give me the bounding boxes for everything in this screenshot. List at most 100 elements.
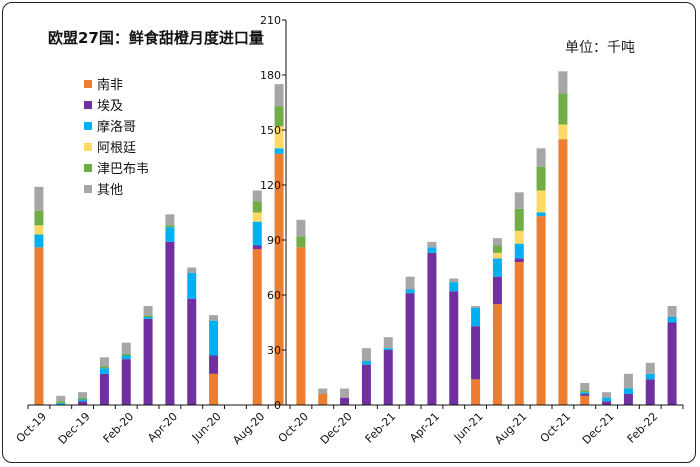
bar-segment-Mar-22-s1: [667, 322, 677, 405]
bar-segment-Oct-20-s4: [296, 236, 306, 248]
bar-segment-Mar-21-s1: [405, 293, 415, 405]
x-tick-label: Aug-20: [230, 410, 267, 447]
legend-label: 其他: [97, 183, 123, 198]
legend-swatch: [84, 122, 92, 130]
bar-segment-Oct-19-s0: [34, 247, 44, 405]
bar-segment-Jul-21-s1: [492, 276, 502, 305]
bar-segment-Oct-21-s3: [558, 124, 568, 140]
bar-segment-Apr-20-s4: [165, 225, 175, 228]
x-tick-label: Jun-21: [451, 410, 486, 445]
bar-segment-Aug-20-s5: [252, 190, 262, 202]
legend-swatch: [84, 101, 92, 109]
x-tick-label: Dec-19: [56, 410, 93, 447]
bar-segment-Aug-20-s1: [252, 245, 262, 250]
bar-segment-Mar-20-s5: [143, 306, 153, 316]
bar-segment-Apr-20-s2: [165, 227, 175, 242]
legend-swatch: [84, 143, 92, 151]
x-tick-label: Jun-20: [189, 410, 224, 445]
bar-segment-Sep-20-s0: [274, 153, 284, 405]
x-tick-label: Aug-21: [492, 410, 529, 447]
bar-segment-Jun-20-s0: [209, 373, 219, 405]
bar-segment-Aug-20-s2: [252, 221, 262, 246]
chart-title: 欧盟27国：鲜食甜橙月度进口量: [48, 29, 264, 47]
bar-segment-May-20-s5: [187, 267, 197, 273]
bar-segment-Jul-21-s5: [492, 238, 502, 246]
bar-segment-Dec-19-s2: [78, 399, 88, 402]
bar-segment-Apr-21-s1: [427, 252, 437, 405]
bar-segment-Dec-21-s5: [602, 392, 612, 398]
bar-segment-Dec-21-s1: [602, 401, 612, 405]
bar-segment-Sep-20-s2: [274, 148, 284, 154]
bar-segment-Apr-21-s2: [427, 247, 437, 253]
bar-segment-Mar-22-s5: [667, 306, 677, 317]
bar-segment-Feb-21-s2: [383, 348, 393, 350]
bar-segment-Dec-19-s1: [78, 401, 88, 405]
x-tick-label: Oct-19: [14, 410, 49, 445]
bar-segment-Nov-21-s4: [580, 390, 590, 393]
bar-segment-Feb-20-s4: [121, 353, 131, 356]
bar-segment-Jun-21-s5: [471, 306, 481, 308]
bar-segment-Oct-19-s4: [34, 210, 44, 226]
y-axis: 0306090120150180210: [260, 14, 287, 412]
bar-segment-Nov-21-s2: [580, 392, 590, 394]
bar-segment-May-21-s2: [449, 282, 459, 292]
bar-segment-Mar-20-s1: [143, 318, 153, 405]
bar-segment-Jan-21-s1: [361, 364, 371, 405]
bar-segment-Oct-19-s5: [34, 186, 44, 211]
legend-label: 埃及: [97, 99, 123, 114]
bar-segment-Feb-20-s5: [121, 342, 131, 354]
bar-segment-Apr-20-s1: [165, 241, 175, 405]
bar-segment-Feb-21-s5: [383, 337, 393, 349]
legend-label: 摩洛哥: [97, 119, 136, 135]
bar-segment-Aug-21-s2: [514, 243, 524, 259]
bar-segment-May-21-s5: [449, 278, 459, 283]
bar-segment-Jan-20-s5: [99, 357, 109, 367]
y-tick-label: 120: [260, 179, 281, 192]
bar-segment-Nov-20-s0: [318, 394, 328, 405]
bar-segment-Nov-19-s4: [56, 401, 66, 404]
bar-segment-May-20-s1: [187, 298, 197, 405]
y-tick-label: 90: [267, 234, 281, 247]
legend-swatch: [84, 80, 92, 88]
bar-segment-Jul-21-s2: [492, 258, 502, 277]
bar-segment-Feb-20-s2: [121, 355, 131, 360]
x-tick-label: Oct-20: [276, 410, 311, 445]
bar-segment-Jul-21-s4: [492, 245, 502, 253]
y-tick-label: 180: [260, 69, 281, 82]
bar-segment-Jun-20-s5: [209, 315, 219, 321]
bar-segment-Jan-22-s1: [623, 394, 633, 405]
bar-segment-Sep-21-s2: [536, 212, 546, 217]
bar-segment-Jan-20-s1: [99, 373, 109, 405]
bar-segment-Dec-21-s2: [602, 397, 612, 402]
x-tick-label: Feb-22: [625, 410, 661, 446]
bar-segment-Nov-21-s5: [580, 383, 590, 391]
legend-swatch: [84, 164, 92, 172]
bar-segment-Jun-21-s1: [471, 326, 481, 380]
bar-segment-Nov-21-s1: [580, 394, 590, 396]
bar-segment-Jan-22-s5: [623, 373, 633, 389]
bar-segment-Jul-21-s3: [492, 252, 502, 259]
legend-label: 南非: [97, 77, 123, 93]
bar-segment-Sep-21-s3: [536, 190, 546, 213]
y-tick-label: 150: [260, 124, 281, 137]
bar-segment-Jun-21-s2: [471, 307, 481, 327]
bar-segment-Nov-20-s5: [318, 388, 328, 394]
bar-segment-Aug-20-s4: [252, 201, 262, 213]
x-tick-label: Feb-20: [101, 410, 137, 446]
bar-segment-Sep-20-s4: [274, 106, 284, 127]
bar-segment-Jan-21-s2: [361, 361, 371, 365]
bar-segment-Aug-21-s0: [514, 262, 524, 405]
bar-segment-Oct-19-s2: [34, 234, 44, 248]
bar-segment-Nov-19-s2: [56, 403, 66, 405]
bar-segment-Aug-21-s1: [514, 258, 524, 262]
bar-segment-Jun-20-s1: [209, 355, 219, 374]
bar-segment-Sep-20-s3: [274, 126, 284, 149]
bar-segment-Sep-21-s4: [536, 166, 546, 191]
unit-label: 单位：千吨: [565, 40, 635, 56]
x-tick-label: Apr-21: [407, 410, 442, 445]
bar-segment-Feb-22-s1: [645, 379, 655, 405]
bar-segment-Sep-20-s5: [274, 84, 284, 107]
bar-segment-Mar-20-s4: [143, 315, 153, 317]
